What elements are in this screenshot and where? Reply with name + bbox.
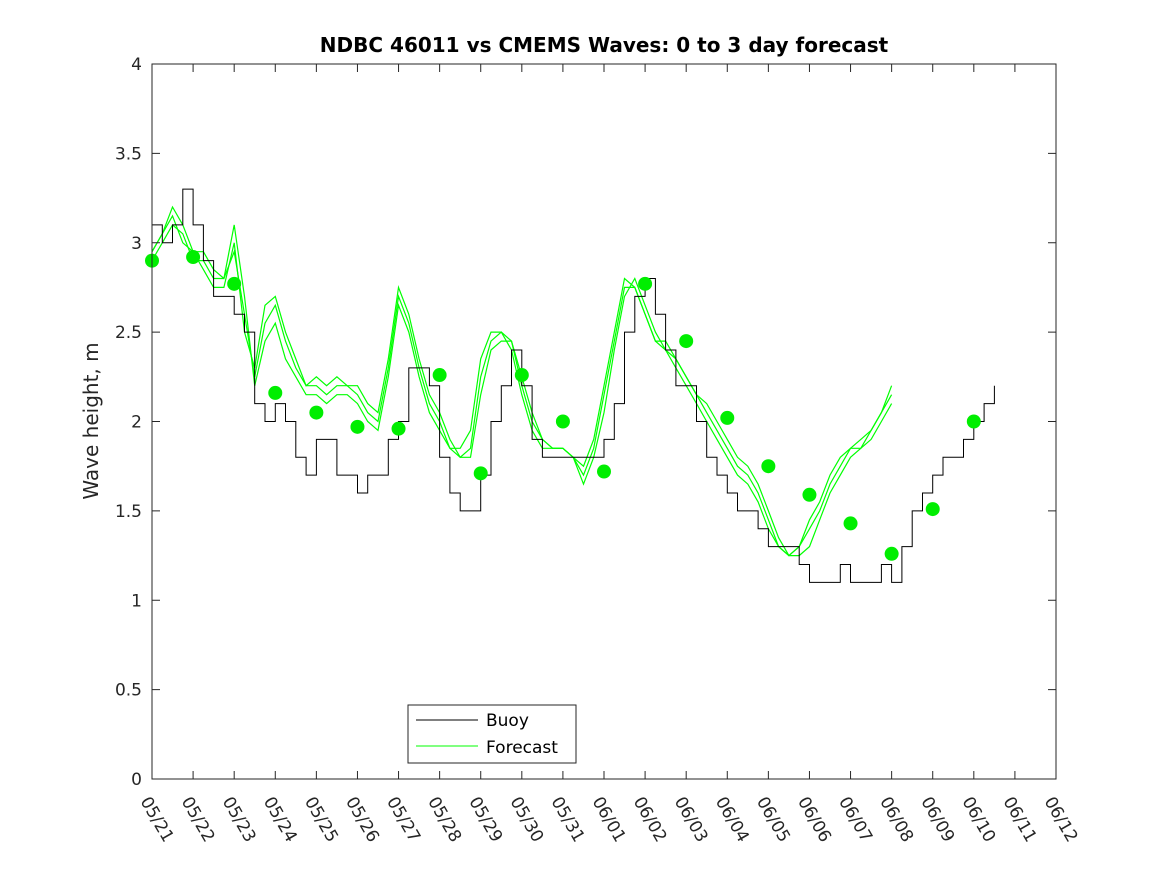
- legend: Buoy Forecast: [407, 704, 577, 764]
- y-tick-label: 0.5: [115, 681, 142, 701]
- forecast-marker-point: [555, 414, 570, 429]
- forecast-marker-point: [966, 414, 981, 429]
- forecast-marker-point: [925, 502, 940, 517]
- chart-title: NDBC 46011 vs CMEMS Waves: 0 to 3 day fo…: [320, 33, 889, 57]
- forecast-marker-point: [679, 334, 694, 349]
- forecast-marker-point: [186, 250, 201, 265]
- forecast-marker-point: [802, 487, 817, 502]
- forecast-marker-point: [843, 516, 858, 531]
- forecast-marker-point: [473, 466, 488, 481]
- y-tick-label: 1.5: [115, 502, 142, 522]
- y-axis: 0 0.5 1 1.5 2 2.5 3 3.5 4: [115, 55, 1056, 790]
- forecast-marker-point: [350, 419, 365, 434]
- y-tick-label: 1: [131, 591, 142, 611]
- forecast-marker-point: [227, 276, 242, 291]
- legend-box: [407, 704, 577, 764]
- y-tick-label: 3: [131, 234, 142, 254]
- legend-buoy-label: Buoy: [486, 711, 529, 731]
- forecast-marker-point: [514, 368, 529, 383]
- y-tick-label: 3.5: [115, 144, 142, 164]
- y-tick-label: 2.5: [115, 323, 142, 343]
- y-tick-label: 4: [131, 55, 142, 75]
- forecast-marker-point: [391, 421, 406, 436]
- buoy-series-line: [152, 188, 995, 583]
- y-axis-label: Wave height, m: [79, 342, 103, 499]
- forecast-marker-point: [268, 385, 283, 400]
- y-tick-label: 0: [131, 770, 142, 790]
- y-tick-label: 2: [131, 413, 142, 433]
- forecast-marker-point: [597, 464, 611, 479]
- forecast-marker-point: [432, 368, 447, 383]
- forecast-marker-point: [761, 459, 776, 474]
- forecast-marker-point: [309, 405, 324, 420]
- legend-forecast-label: Forecast: [486, 738, 558, 758]
- forecast-marker-point: [720, 410, 735, 425]
- forecast-marker-point: [884, 546, 899, 561]
- forecast-marker-point: [638, 276, 653, 291]
- plot-area: [145, 188, 995, 583]
